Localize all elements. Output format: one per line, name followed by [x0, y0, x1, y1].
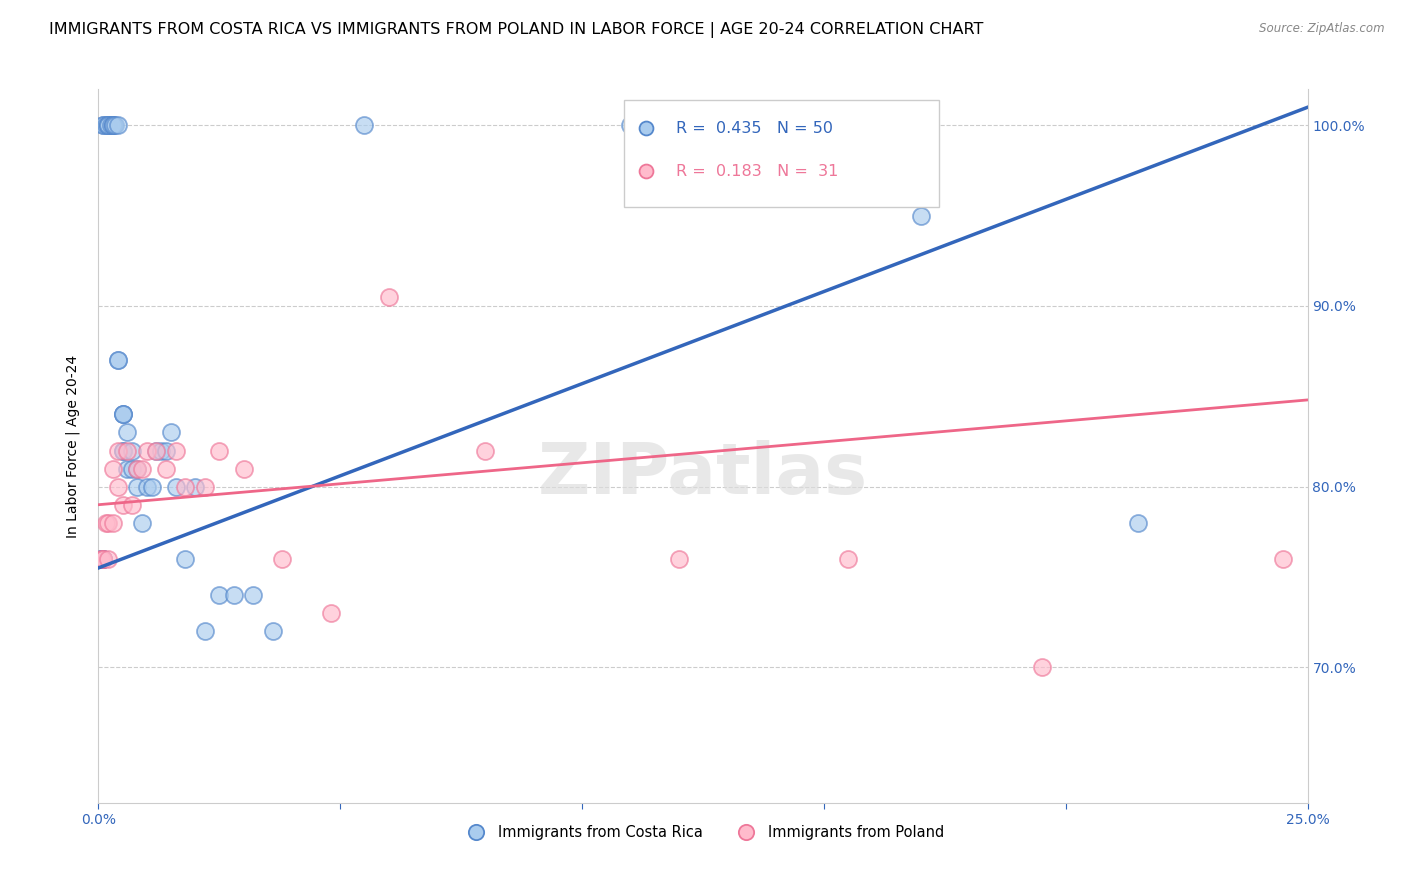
Point — [141, 480, 163, 494]
Point — [184, 480, 207, 494]
Point — [121, 498, 143, 512]
Point — [101, 119, 124, 133]
Text: IMMIGRANTS FROM COSTA RICA VS IMMIGRANTS FROM POLAND IN LABOR FORCE | AGE 20-24 : IMMIGRANTS FROM COSTA RICA VS IMMIGRANTS… — [49, 22, 984, 38]
Point — [194, 624, 217, 639]
Point — [474, 443, 496, 458]
Point — [145, 443, 167, 458]
Point — [150, 443, 173, 458]
Point — [104, 119, 127, 133]
Point — [145, 443, 167, 458]
Point — [208, 588, 231, 602]
Legend: Immigrants from Costa Rica, Immigrants from Poland: Immigrants from Costa Rica, Immigrants f… — [456, 819, 950, 846]
Point — [91, 119, 114, 133]
Point — [100, 119, 122, 133]
Point — [117, 461, 139, 475]
Point — [208, 443, 231, 458]
Point — [90, 552, 112, 566]
Point — [97, 552, 120, 566]
Point — [1272, 552, 1295, 566]
Point — [101, 119, 124, 133]
Text: ZIPatlas: ZIPatlas — [538, 440, 868, 509]
Text: R =  0.183   N =  31: R = 0.183 N = 31 — [676, 164, 839, 178]
Point — [111, 408, 134, 422]
Point — [111, 408, 134, 422]
Point — [232, 461, 254, 475]
Point — [1128, 516, 1150, 530]
Point — [165, 443, 187, 458]
Point — [222, 588, 245, 602]
Point — [107, 443, 129, 458]
Point — [174, 480, 197, 494]
Point — [668, 552, 690, 566]
Point — [91, 552, 114, 566]
FancyBboxPatch shape — [624, 100, 939, 207]
Point — [91, 119, 114, 133]
Point — [107, 480, 129, 494]
Y-axis label: In Labor Force | Age 20-24: In Labor Force | Age 20-24 — [65, 354, 80, 538]
Point — [107, 353, 129, 368]
Point — [97, 516, 120, 530]
Point — [1031, 660, 1053, 674]
Point — [910, 209, 932, 223]
Point — [101, 516, 124, 530]
Point — [117, 443, 139, 458]
Point — [101, 119, 124, 133]
Point — [174, 552, 197, 566]
Point — [91, 552, 114, 566]
Point — [107, 353, 129, 368]
Point — [101, 461, 124, 475]
Point — [121, 443, 143, 458]
Point — [160, 425, 183, 440]
Point — [194, 480, 217, 494]
Point — [111, 498, 134, 512]
Point — [91, 552, 114, 566]
Point — [271, 552, 294, 566]
Point — [127, 461, 149, 475]
Point — [107, 119, 129, 133]
Point — [127, 480, 149, 494]
Point — [90, 552, 112, 566]
Point — [353, 119, 375, 133]
Point — [377, 290, 399, 304]
Point — [135, 480, 157, 494]
Point — [97, 119, 120, 133]
Point — [91, 552, 114, 566]
Point — [94, 516, 117, 530]
Point — [155, 443, 177, 458]
Point — [262, 624, 284, 639]
Point — [131, 461, 153, 475]
Point — [135, 443, 157, 458]
Point — [155, 461, 177, 475]
Point — [111, 408, 134, 422]
Point — [90, 552, 112, 566]
Point — [837, 552, 859, 566]
Point — [97, 119, 120, 133]
Point — [111, 443, 134, 458]
Point — [319, 606, 342, 620]
Point — [127, 461, 149, 475]
Text: Source: ZipAtlas.com: Source: ZipAtlas.com — [1260, 22, 1385, 36]
Point — [165, 480, 187, 494]
Point — [97, 119, 120, 133]
Point — [117, 425, 139, 440]
Point — [91, 552, 114, 566]
Text: R =  0.435   N = 50: R = 0.435 N = 50 — [676, 121, 834, 136]
Point — [111, 443, 134, 458]
Point — [619, 119, 641, 133]
Point — [94, 119, 117, 133]
Point — [131, 516, 153, 530]
Point — [121, 461, 143, 475]
Point — [242, 588, 264, 602]
Point — [91, 552, 114, 566]
